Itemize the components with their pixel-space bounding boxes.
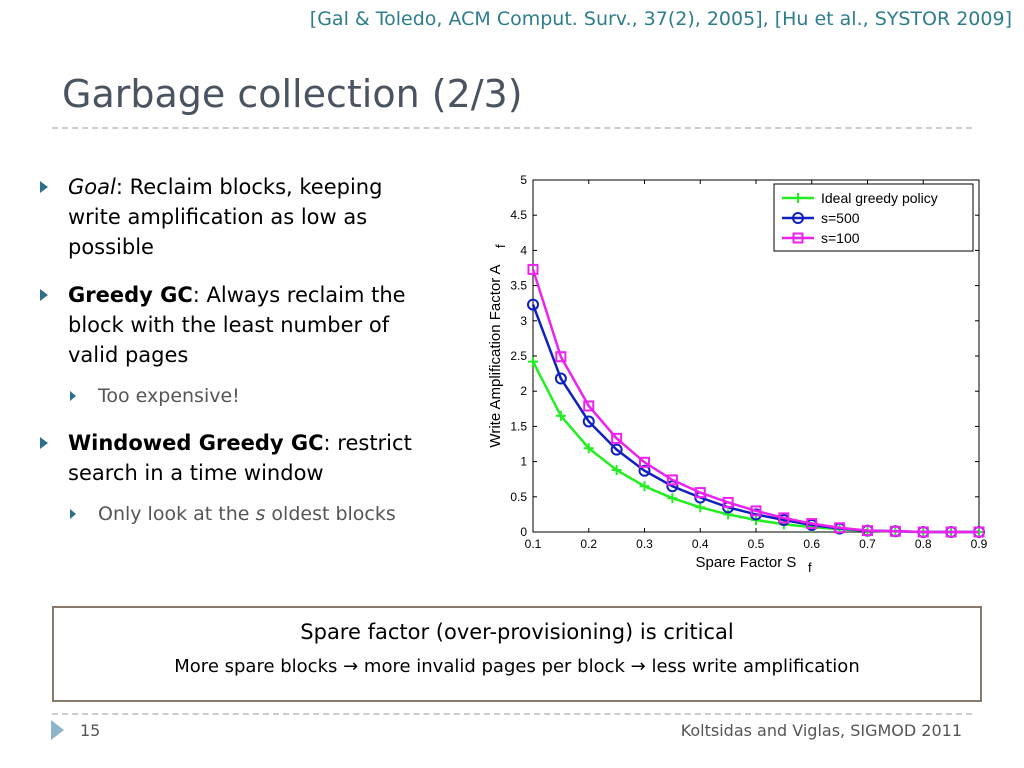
y-axis-label: Write Amplification Factor A <box>487 264 504 447</box>
x-tick-label: 0.2 <box>580 537 597 551</box>
data-point-2 <box>917 526 929 538</box>
legend-marker-1 <box>792 212 804 224</box>
bullet-windowed-greedy-gc: Windowed Greedy GC: restrict search in a… <box>38 428 438 488</box>
triangle-right-icon <box>40 289 48 301</box>
data-point-2 <box>666 474 678 486</box>
x-tick-label: 0.9 <box>971 537 988 551</box>
data-point-2 <box>611 432 623 444</box>
legend-marker-2 <box>792 232 804 244</box>
x-tick-label: 0.8 <box>915 537 932 551</box>
data-point-2 <box>862 525 873 537</box>
x-tick-label: 0.3 <box>636 537 653 551</box>
y-tick-label: 2 <box>520 384 527 398</box>
bullet-text: : Always reclaim the block with the leas… <box>68 283 406 367</box>
y-tick-label: 5 <box>520 173 527 187</box>
data-point-1 <box>638 464 651 477</box>
write-amplification-chart: 0.1 0.2 0.3 0.4 0.5 0.6 0.7 0.8 0.9 0 0.5 1 1.5 2 2.5 3… <box>487 173 988 575</box>
y-tick-label: 0 <box>520 525 527 539</box>
bullet-lead: Windowed Greedy GC <box>68 431 324 455</box>
y-tick-label: 3.5 <box>510 279 527 293</box>
data-point-2 <box>889 525 901 537</box>
y-tick-label: 1 <box>520 455 527 469</box>
data-point-2 <box>750 505 762 517</box>
legend-label-1: s=500 <box>821 210 860 226</box>
footer-credit: Koltsidas and Viglas, SIGMOD 2011 <box>680 721 962 740</box>
sub-bullet-text-italic: s <box>255 503 266 525</box>
data-point-1 <box>527 298 539 311</box>
bullet-list: Goal: Reclaim blocks, keeping write ampl… <box>38 172 438 546</box>
data-point-2 <box>555 351 567 363</box>
callout-headline: Spare factor (over-provisioning) is crit… <box>300 620 734 644</box>
page-number: 15 <box>80 721 101 740</box>
data-point-2 <box>834 522 846 534</box>
data-point-2 <box>694 487 706 499</box>
y-tick-label: 1.5 <box>510 419 527 433</box>
data-point-1 <box>554 372 567 385</box>
sub-bullet-text: Too expensive! <box>98 385 240 407</box>
callout-detail: More spare blocks → more invalid pages p… <box>174 656 860 677</box>
sub-bullet-text-pre: Only look at the <box>98 503 256 525</box>
callout-box: Spare factor (over-provisioning) is crit… <box>52 606 982 702</box>
data-point-2 <box>527 263 539 275</box>
triangle-right-icon <box>70 391 76 401</box>
citation: [Gal & Toledo, ACM Comput. Surv., 37(2),… <box>309 8 1012 30</box>
bullet-lead: Greedy GC <box>68 283 193 307</box>
bullet-text: : restrict search in a time window <box>68 431 412 485</box>
y-tick-label: 3 <box>520 314 527 328</box>
y-tick-label: 0.5 <box>510 490 527 504</box>
x-axis-label: Spare Factor S <box>696 554 797 571</box>
data-point-2 <box>945 526 957 538</box>
y-axis-label-subscript: f <box>493 244 508 248</box>
x-tick-label: 0.6 <box>803 537 820 551</box>
x-tick-label: 0.4 <box>692 537 709 551</box>
bullet-lead: Goal <box>68 175 116 199</box>
data-point-2 <box>778 512 790 524</box>
x-tick-label: 0.5 <box>748 537 765 551</box>
bullet-goal: Goal: Reclaim blocks, keeping write ampl… <box>38 172 438 262</box>
data-point-1 <box>582 415 595 428</box>
page-title: Garbage collection (2/3) <box>62 72 523 116</box>
footer-divider <box>52 713 972 715</box>
data-point-2 <box>583 400 595 412</box>
x-axis-label-subscript: f <box>808 560 812 575</box>
y-tick-label: 4.5 <box>510 208 527 222</box>
legend-label-0: Ideal greedy policy <box>821 190 938 206</box>
triangle-right-icon <box>70 509 76 519</box>
x-tick-label: 0.7 <box>859 537 876 551</box>
bullet-greedy-gc: Greedy GC: Always reclaim the block with… <box>38 280 438 370</box>
triangle-right-icon <box>51 720 64 740</box>
sub-bullet-too-expensive: Too expensive! <box>38 382 438 410</box>
data-point-2 <box>722 496 734 508</box>
y-tick-label: 2.5 <box>510 349 527 363</box>
y-tick-label: 4 <box>520 243 527 257</box>
data-point-2 <box>973 526 985 538</box>
data-point-2 <box>639 456 650 468</box>
title-divider <box>52 127 972 129</box>
data-point-1 <box>610 443 623 456</box>
triangle-right-icon <box>40 437 48 449</box>
bullet-text: : Reclaim blocks, keeping write amplific… <box>68 175 383 259</box>
sub-bullet-oldest-blocks: Only look at the s oldest blocks <box>38 500 438 528</box>
data-point-2 <box>806 518 818 530</box>
triangle-right-icon <box>40 181 48 193</box>
series-line-2 <box>531 269 979 534</box>
x-tick-label: 0.1 <box>525 537 542 551</box>
sub-bullet-text-post: oldest blocks <box>265 503 396 525</box>
legend-label-2: s=100 <box>821 230 860 246</box>
